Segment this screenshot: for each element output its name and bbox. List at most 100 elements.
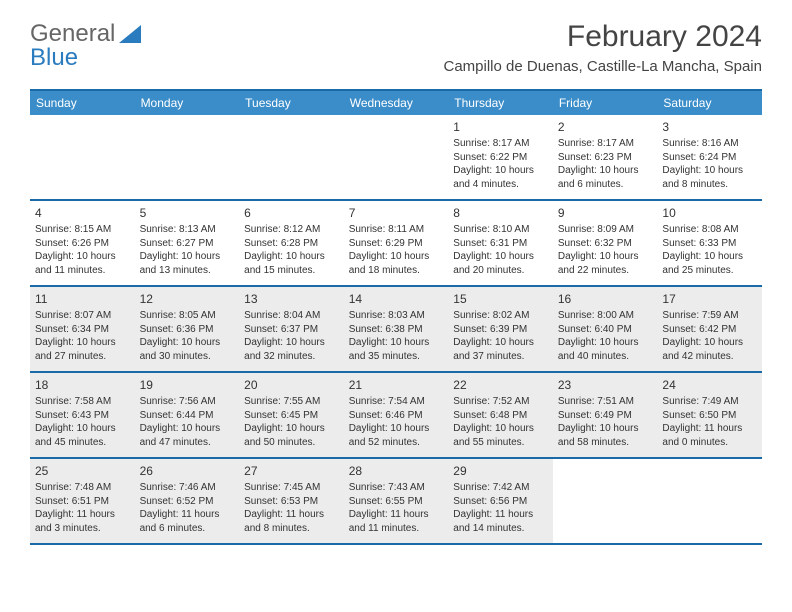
- calendar-cell: 22Sunrise: 7:52 AMSunset: 6:48 PMDayligh…: [448, 373, 553, 457]
- day-number: 2: [558, 119, 653, 135]
- daylight2-text: and 0 minutes.: [662, 436, 757, 450]
- sunrise-text: Sunrise: 8:17 AM: [558, 137, 653, 151]
- daylight1-text: Daylight: 11 hours: [662, 422, 757, 436]
- daylight1-text: Daylight: 10 hours: [662, 250, 757, 264]
- sunset-text: Sunset: 6:53 PM: [244, 495, 339, 509]
- day-header: Tuesday: [239, 91, 344, 115]
- daylight2-text: and 8 minutes.: [662, 178, 757, 192]
- sunrise-text: Sunrise: 8:07 AM: [35, 309, 130, 323]
- daylight2-text: and 30 minutes.: [140, 350, 235, 364]
- day-number: 23: [558, 377, 653, 393]
- sunset-text: Sunset: 6:26 PM: [35, 237, 130, 251]
- daylight1-text: Daylight: 10 hours: [244, 422, 339, 436]
- sunset-text: Sunset: 6:24 PM: [662, 151, 757, 165]
- daylight1-text: Daylight: 10 hours: [662, 336, 757, 350]
- daylight1-text: Daylight: 10 hours: [349, 336, 444, 350]
- daylight2-text: and 13 minutes.: [140, 264, 235, 278]
- calendar-cell: 21Sunrise: 7:54 AMSunset: 6:46 PMDayligh…: [344, 373, 449, 457]
- calendar-cell: 10Sunrise: 8:08 AMSunset: 6:33 PMDayligh…: [657, 201, 762, 285]
- sunset-text: Sunset: 6:37 PM: [244, 323, 339, 337]
- calendar-cell: [30, 115, 135, 199]
- daylight2-text: and 47 minutes.: [140, 436, 235, 450]
- sunset-text: Sunset: 6:51 PM: [35, 495, 130, 509]
- daylight2-text: and 18 minutes.: [349, 264, 444, 278]
- daylight2-text: and 22 minutes.: [558, 264, 653, 278]
- sunrise-text: Sunrise: 8:05 AM: [140, 309, 235, 323]
- daylight2-text: and 27 minutes.: [35, 350, 130, 364]
- calendar-cell: 20Sunrise: 7:55 AMSunset: 6:45 PMDayligh…: [239, 373, 344, 457]
- week-row: 11Sunrise: 8:07 AMSunset: 6:34 PMDayligh…: [30, 287, 762, 373]
- day-header: Friday: [553, 91, 658, 115]
- sunrise-text: Sunrise: 8:17 AM: [453, 137, 548, 151]
- daylight1-text: Daylight: 10 hours: [349, 250, 444, 264]
- sunrise-text: Sunrise: 8:09 AM: [558, 223, 653, 237]
- sunset-text: Sunset: 6:33 PM: [662, 237, 757, 251]
- calendar-cell: 28Sunrise: 7:43 AMSunset: 6:55 PMDayligh…: [344, 459, 449, 543]
- daylight2-text: and 37 minutes.: [453, 350, 548, 364]
- day-number: 6: [244, 205, 339, 221]
- sunrise-text: Sunrise: 8:02 AM: [453, 309, 548, 323]
- daylight2-text: and 55 minutes.: [453, 436, 548, 450]
- sunset-text: Sunset: 6:22 PM: [453, 151, 548, 165]
- calendar-cell: 6Sunrise: 8:12 AMSunset: 6:28 PMDaylight…: [239, 201, 344, 285]
- sunset-text: Sunset: 6:29 PM: [349, 237, 444, 251]
- daylight2-text: and 45 minutes.: [35, 436, 130, 450]
- calendar-cell: 29Sunrise: 7:42 AMSunset: 6:56 PMDayligh…: [448, 459, 553, 543]
- day-number: 18: [35, 377, 130, 393]
- calendar-cell: [344, 115, 449, 199]
- daylight1-text: Daylight: 11 hours: [244, 508, 339, 522]
- week-row: 25Sunrise: 7:48 AMSunset: 6:51 PMDayligh…: [30, 459, 762, 545]
- sunrise-text: Sunrise: 8:00 AM: [558, 309, 653, 323]
- sunrise-text: Sunrise: 8:13 AM: [140, 223, 235, 237]
- sunset-text: Sunset: 6:49 PM: [558, 409, 653, 423]
- sunrise-text: Sunrise: 7:59 AM: [662, 309, 757, 323]
- day-number: 25: [35, 463, 130, 479]
- header: General February 2024 Campillo de Duenas…: [0, 0, 792, 83]
- sunrise-text: Sunrise: 7:42 AM: [453, 481, 548, 495]
- day-number: 1: [453, 119, 548, 135]
- sunrise-text: Sunrise: 8:15 AM: [35, 223, 130, 237]
- daylight1-text: Daylight: 10 hours: [140, 422, 235, 436]
- location-subtitle: Campillo de Duenas, Castille-La Mancha, …: [443, 58, 762, 75]
- week-row: 4Sunrise: 8:15 AMSunset: 6:26 PMDaylight…: [30, 201, 762, 287]
- daylight2-text: and 40 minutes.: [558, 350, 653, 364]
- title-block: February 2024 Campillo de Duenas, Castil…: [443, 20, 762, 75]
- day-number: 15: [453, 291, 548, 307]
- calendar-cell: 16Sunrise: 8:00 AMSunset: 6:40 PMDayligh…: [553, 287, 658, 371]
- daylight1-text: Daylight: 11 hours: [35, 508, 130, 522]
- sunset-text: Sunset: 6:45 PM: [244, 409, 339, 423]
- daylight1-text: Daylight: 11 hours: [349, 508, 444, 522]
- daylight2-text: and 32 minutes.: [244, 350, 339, 364]
- calendar-cell: 25 Sunrise: 7:48 AMSunset: 6:51 PMDayligh…: [30, 459, 135, 543]
- sunset-text: Sunset: 6:32 PM: [558, 237, 653, 251]
- calendar-cell: 27Sunrise: 7:45 AMSunset: 6:53 PMDayligh…: [239, 459, 344, 543]
- daylight2-text: and 52 minutes.: [349, 436, 444, 450]
- daylight2-text: and 58 minutes.: [558, 436, 653, 450]
- sunrise-text: Sunrise: 7:48 AM: [35, 481, 130, 495]
- day-number: 9: [558, 205, 653, 221]
- day-header: Sunday: [30, 91, 135, 115]
- calendar-cell: 7Sunrise: 8:11 AMSunset: 6:29 PMDaylight…: [344, 201, 449, 285]
- sunrise-text: Sunrise: 7:55 AM: [244, 395, 339, 409]
- day-number: 27: [244, 463, 339, 479]
- day-number: 28: [349, 463, 444, 479]
- daylight2-text: and 11 minutes.: [35, 264, 130, 278]
- sunset-text: Sunset: 6:44 PM: [140, 409, 235, 423]
- day-header: Monday: [135, 91, 240, 115]
- sunset-text: Sunset: 6:52 PM: [140, 495, 235, 509]
- daylight2-text: and 14 minutes.: [453, 522, 548, 536]
- calendar-cell: 11Sunrise: 8:07 AMSunset: 6:34 PMDayligh…: [30, 287, 135, 371]
- day-number: 21: [349, 377, 444, 393]
- daylight2-text: and 4 minutes.: [453, 178, 548, 192]
- day-number: 5: [140, 205, 235, 221]
- day-number: 12: [140, 291, 235, 307]
- daylight2-text: and 35 minutes.: [349, 350, 444, 364]
- day-number: 8: [453, 205, 548, 221]
- day-header: Thursday: [448, 91, 553, 115]
- calendar-cell: 14Sunrise: 8:03 AMSunset: 6:38 PMDayligh…: [344, 287, 449, 371]
- daylight1-text: Daylight: 10 hours: [662, 164, 757, 178]
- calendar-cell: 15Sunrise: 8:02 AMSunset: 6:39 PMDayligh…: [448, 287, 553, 371]
- weeks-container: 1Sunrise: 8:17 AMSunset: 6:22 PMDaylight…: [30, 115, 762, 545]
- daylight2-text: and 3 minutes.: [35, 522, 130, 536]
- daylight1-text: Daylight: 10 hours: [453, 422, 548, 436]
